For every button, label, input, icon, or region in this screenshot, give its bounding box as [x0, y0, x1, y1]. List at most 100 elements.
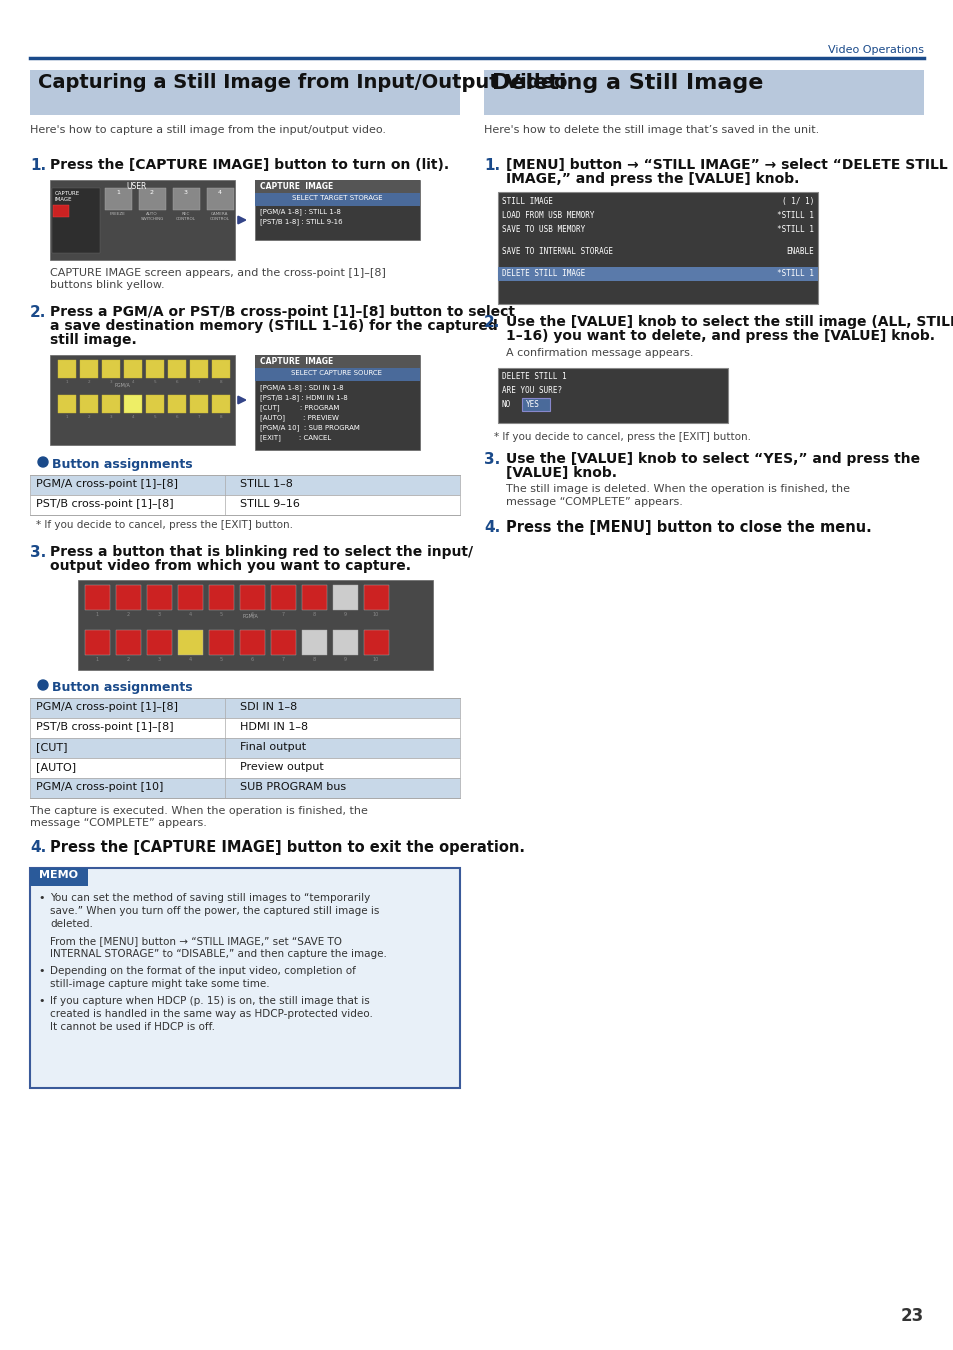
Text: 1.: 1. [483, 158, 499, 173]
Text: YES: YES [525, 400, 539, 409]
Text: 2.: 2. [30, 305, 47, 320]
Text: [MENU] button → “STILL IMAGE” → select “DELETE STILL: [MENU] button → “STILL IMAGE” → select “… [505, 158, 946, 171]
Text: 2: 2 [127, 612, 130, 617]
Text: Press the [CAPTURE IMAGE] button to exit the operation.: Press the [CAPTURE IMAGE] button to exit… [50, 840, 524, 855]
Bar [497, 369, 727, 423]
Circle shape [38, 680, 48, 690]
Text: *STILL 1: *STILL 1 [776, 211, 813, 220]
Text: IMAGE,” and press the [VALUE] knob.: IMAGE,” and press the [VALUE] knob. [505, 171, 799, 186]
Text: Here's how to capture a still image from the input/output video.: Here's how to capture a still image from… [30, 126, 386, 135]
Text: HDMI IN 1–8: HDMI IN 1–8 [240, 722, 308, 732]
Bar [30, 738, 459, 757]
Text: 7: 7 [281, 612, 284, 617]
Bar [116, 585, 141, 610]
Text: [PGM/A 1-8] : STILL 1-8: [PGM/A 1-8] : STILL 1-8 [260, 208, 340, 215]
Bar [207, 188, 233, 211]
Bar [85, 585, 110, 610]
Text: STILL 9–16: STILL 9–16 [240, 500, 299, 509]
Bar [254, 180, 419, 193]
Bar [52, 188, 100, 252]
Text: 3: 3 [184, 190, 188, 194]
Text: 4: 4 [189, 612, 192, 617]
Bar [333, 585, 357, 610]
Text: 1: 1 [116, 190, 120, 194]
Text: FREEZE: FREEZE [110, 212, 126, 216]
Text: CAPTURE IMAGE screen appears, and the cross-point [1]–[8]: CAPTURE IMAGE screen appears, and the cr… [50, 269, 385, 278]
Text: 8: 8 [313, 657, 315, 661]
Text: 1: 1 [66, 414, 69, 418]
Text: CAPTURE: CAPTURE [55, 190, 80, 196]
Bar [172, 188, 200, 211]
Bar [30, 757, 459, 778]
Text: 2: 2 [150, 190, 153, 194]
Text: 9: 9 [343, 612, 346, 617]
Text: 4.: 4. [483, 520, 499, 535]
Text: 9: 9 [343, 657, 346, 661]
Text: 3.: 3. [483, 452, 499, 467]
Bar [78, 580, 433, 670]
Bar [30, 868, 88, 886]
Text: message “COMPLETE” appears.: message “COMPLETE” appears. [505, 497, 682, 508]
Bar [147, 585, 172, 610]
Text: 3.: 3. [30, 545, 46, 560]
Text: [VALUE] knob.: [VALUE] knob. [505, 466, 617, 481]
Text: DELETE STILL IMAGE: DELETE STILL IMAGE [501, 269, 584, 278]
Text: You can set the method of saving still images to “temporarily: You can set the method of saving still i… [50, 892, 370, 903]
Text: 4: 4 [189, 657, 192, 661]
Text: output video from which you want to capture.: output video from which you want to capt… [50, 559, 411, 572]
Text: 5: 5 [153, 379, 156, 383]
Text: [PST/B 1-8] : HDMI IN 1-8: [PST/B 1-8] : HDMI IN 1-8 [260, 394, 348, 401]
Text: MEMO: MEMO [39, 869, 78, 880]
Bar [139, 188, 166, 211]
Text: STILL 1–8: STILL 1–8 [240, 479, 293, 489]
Bar [364, 585, 389, 610]
Text: PGM/A: PGM/A [242, 614, 257, 620]
Bar [146, 396, 164, 413]
Bar [190, 396, 208, 413]
Bar [333, 630, 357, 655]
Text: 2: 2 [88, 414, 91, 418]
Bar [209, 585, 233, 610]
Bar [254, 355, 419, 450]
Text: •: • [38, 892, 45, 903]
Text: [CUT]         : PROGRAM: [CUT] : PROGRAM [260, 404, 339, 410]
Text: •: • [38, 996, 45, 1006]
Bar [178, 630, 203, 655]
Bar [240, 585, 265, 610]
Text: [CUT]: [CUT] [36, 743, 68, 752]
Text: REC
CONTROL: REC CONTROL [175, 212, 195, 220]
Text: Press the [CAPTURE IMAGE] button to turn on (lit).: Press the [CAPTURE IMAGE] button to turn… [50, 158, 449, 171]
Text: [PGM/A 10]  : SUB PROGRAM: [PGM/A 10] : SUB PROGRAM [260, 424, 359, 431]
Text: still-image capture might take some time.: still-image capture might take some time… [50, 979, 270, 990]
Text: If you capture when HDCP (p. 15) is on, the still image that is: If you capture when HDCP (p. 15) is on, … [50, 996, 370, 1006]
Text: buttons blink yellow.: buttons blink yellow. [50, 279, 165, 290]
Bar [85, 630, 110, 655]
Bar [483, 70, 923, 115]
Text: 5: 5 [153, 414, 156, 418]
Text: Depending on the format of the input video, completion of: Depending on the format of the input vid… [50, 967, 355, 976]
Text: Preview output: Preview output [240, 761, 323, 772]
Text: 5: 5 [219, 657, 222, 661]
Bar [209, 630, 233, 655]
Bar [254, 180, 419, 240]
Text: * If you decide to cancel, press the [EXIT] button.: * If you decide to cancel, press the [EX… [36, 520, 293, 531]
Text: 23: 23 [900, 1307, 923, 1324]
Bar [497, 267, 817, 281]
Text: 4: 4 [218, 190, 222, 194]
Text: CAMERA
CONTROL: CAMERA CONTROL [210, 212, 230, 220]
Text: 8: 8 [313, 612, 315, 617]
Bar [124, 396, 142, 413]
Text: 1: 1 [95, 612, 98, 617]
Bar [178, 585, 203, 610]
Text: 3: 3 [110, 414, 112, 418]
Text: ARE YOU SURE?: ARE YOU SURE? [501, 386, 561, 396]
Circle shape [38, 458, 48, 467]
Bar [302, 630, 327, 655]
Text: 1: 1 [95, 657, 98, 661]
Bar [168, 360, 186, 378]
Text: *STILL 1: *STILL 1 [776, 225, 813, 234]
Text: Button assignments: Button assignments [52, 680, 193, 694]
Text: SELECT TARGET STORAGE: SELECT TARGET STORAGE [292, 194, 382, 201]
Text: The capture is executed. When the operation is finished, the: The capture is executed. When the operat… [30, 806, 368, 815]
Text: [PGM/A 1-8] : SDI IN 1-8: [PGM/A 1-8] : SDI IN 1-8 [260, 383, 343, 390]
